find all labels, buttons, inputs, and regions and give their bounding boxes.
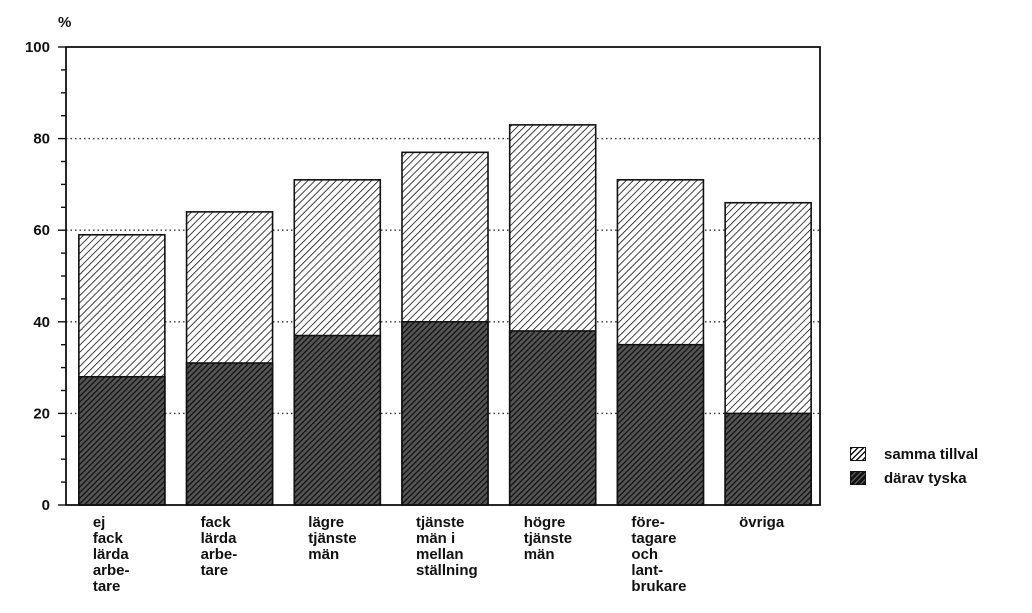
bars <box>78 124 812 506</box>
legend-label: samma tillval <box>884 445 979 463</box>
bar-darav-tyska <box>724 412 812 506</box>
x-category-label: ej fack lärda arbe- tare <box>92 514 130 595</box>
y-tick-label: 60 <box>33 222 50 239</box>
bar-darav-tyska <box>293 334 382 506</box>
legend-item-darav-tyska: därav tyska <box>850 466 978 490</box>
legend-swatch-hatched <box>850 447 866 461</box>
y-axis-unit-label: % <box>58 14 72 31</box>
y-tick-label: 0 <box>42 497 50 514</box>
x-category-label: före- tagare och lant- brukare <box>631 514 687 595</box>
x-category-label: fack lärda arbe- tare <box>200 514 238 579</box>
x-category-label: övriga <box>739 514 785 531</box>
legend-swatch-dark <box>850 471 866 485</box>
plot-frame <box>65 46 821 506</box>
y-ticks: 0 20 40 60 80 100 <box>25 39 50 514</box>
x-category-label: tjänste män i mellan ställning <box>416 514 478 579</box>
y-tick-label: 40 <box>33 314 50 331</box>
bar-darav-tyska <box>508 330 597 506</box>
axes <box>58 46 821 506</box>
bar-darav-tyska <box>401 320 489 506</box>
bar-darav-tyska <box>78 375 166 506</box>
x-category-label: lägre tjänste män <box>308 514 357 563</box>
y-tick-label: 80 <box>33 131 50 148</box>
legend: samma tillval därav tyska <box>850 442 978 490</box>
bar-darav-tyska <box>616 343 705 506</box>
bar-darav-tyska <box>185 362 274 506</box>
legend-item-samma-tillval: samma tillval <box>850 442 978 466</box>
legend-label: därav tyska <box>884 469 967 487</box>
y-tick-label: 100 <box>25 39 50 56</box>
x-category-label: högre tjänste män <box>523 514 573 563</box>
y-tick-label: 20 <box>33 405 50 422</box>
